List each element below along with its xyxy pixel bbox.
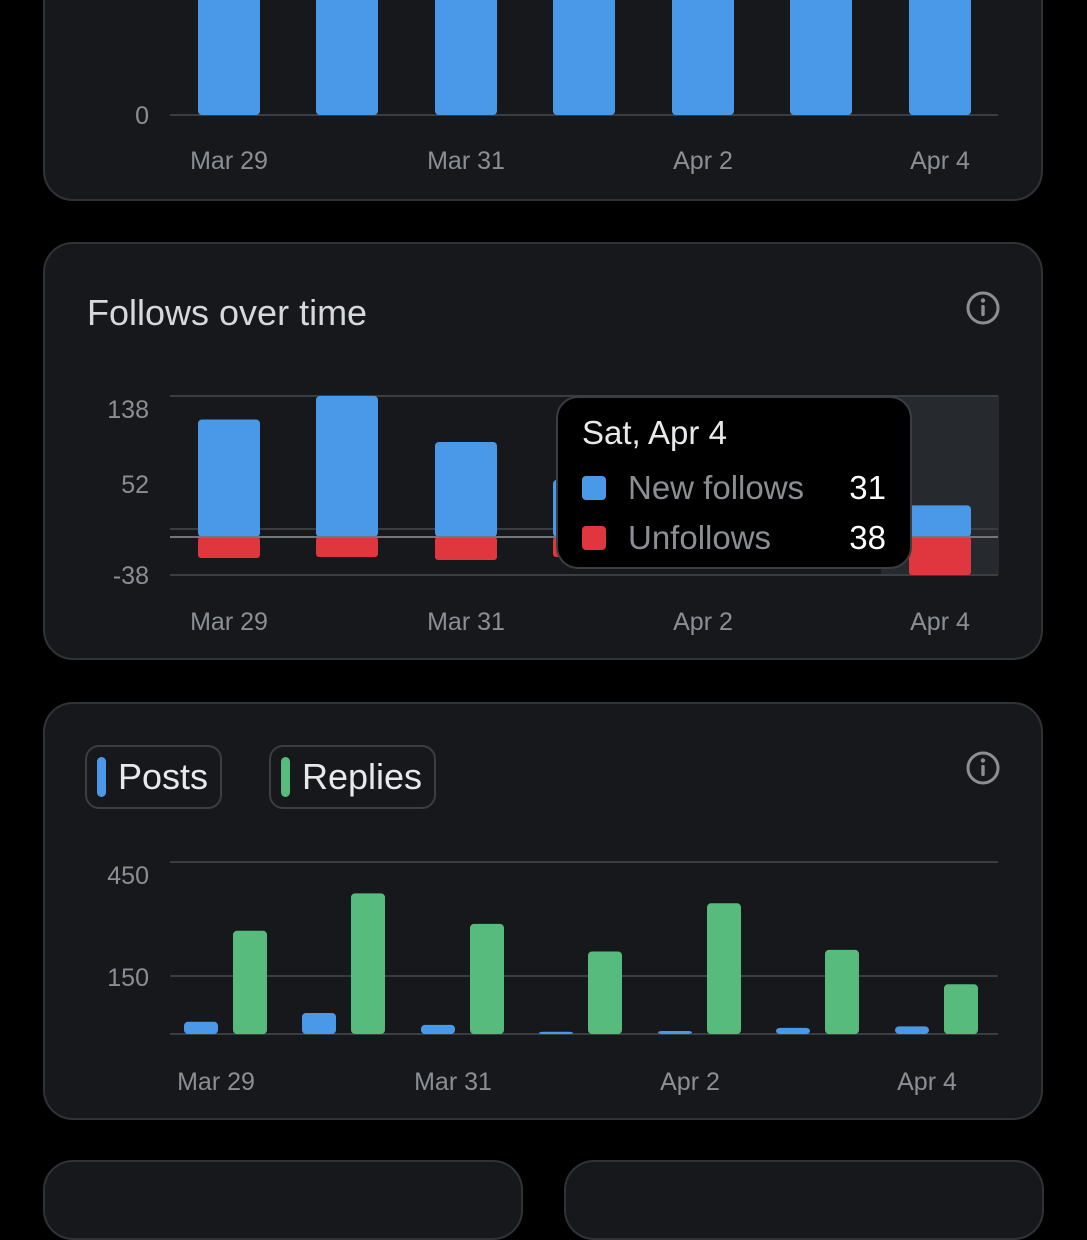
posts-bar xyxy=(302,1012,336,1034)
x-tick-label: Apr 4 xyxy=(910,147,970,175)
info-icon[interactable] xyxy=(965,750,1001,786)
unfollows-bar xyxy=(909,537,971,575)
legend-replies-toggle[interactable]: Replies xyxy=(269,745,437,809)
y-tick-label: -38 xyxy=(113,562,149,590)
replies-bar xyxy=(588,951,622,1034)
x-tick-label: Mar 29 xyxy=(177,1068,255,1096)
x-tick-label: Apr 2 xyxy=(660,1068,720,1096)
posts-bar xyxy=(184,1021,218,1034)
x-tick-label: Mar 31 xyxy=(414,1068,492,1096)
tooltip-swatch-blue xyxy=(582,476,606,500)
posts-replies-bar-chart: 450 150 Mar 29 Mar 31 Apr 2 Apr 4 xyxy=(107,861,998,1096)
bottom-left-card xyxy=(43,1160,523,1240)
y-tick-label: 150 xyxy=(107,964,149,992)
replies-bar xyxy=(707,903,741,1034)
posts-bar xyxy=(895,1026,929,1034)
posts-bar xyxy=(658,1030,692,1034)
x-tick-label: Mar 29 xyxy=(190,608,268,636)
impressions-card: 0 Mar 29 Mar 31 Apr 2 Apr 4 xyxy=(43,0,1043,201)
info-icon[interactable] xyxy=(965,290,1001,326)
legend-replies-label: Replies xyxy=(302,756,423,797)
tooltip-swatch-red xyxy=(582,526,606,550)
x-tick-label: Apr 4 xyxy=(910,608,970,636)
posts-replies-card: Posts Replies 450 150 Mar 29 Mar 31 Apr 2 Apr… xyxy=(43,702,1043,1120)
posts-bar xyxy=(539,1031,573,1034)
chart-tooltip: Sat, Apr 4 New follows 31 Unfollows 38 xyxy=(556,396,912,569)
new-follows-bar xyxy=(316,396,378,537)
follows-card-title: Follows over time xyxy=(87,292,368,333)
replies-bar xyxy=(470,923,504,1034)
tooltip-date: Sat, Apr 4 xyxy=(582,414,727,451)
tooltip-row-unfollows: Unfollows 38 xyxy=(582,518,886,558)
replies-bar xyxy=(233,930,267,1034)
new-follows-bar xyxy=(909,505,971,537)
bottom-right-card xyxy=(564,1160,1044,1240)
y-tick-label: 0 xyxy=(135,102,149,130)
replies-bar xyxy=(944,984,978,1034)
legend-posts-toggle[interactable]: Posts xyxy=(85,745,223,809)
tooltip-value: 38 xyxy=(849,519,886,556)
posts-legend-swatch xyxy=(97,757,106,797)
new-follows-bar xyxy=(198,419,260,537)
posts-bar xyxy=(776,1027,810,1034)
bar xyxy=(790,0,852,115)
tooltip-label: New follows xyxy=(628,469,805,506)
tooltip-row-new-follows: New follows 31 xyxy=(582,468,886,508)
y-tick-label: 138 xyxy=(107,396,149,424)
new-follows-bar xyxy=(435,441,497,537)
legend-posts-label: Posts xyxy=(118,756,209,797)
top-bar-chart: 0 Mar 29 Mar 31 Apr 2 Apr 4 xyxy=(135,0,998,175)
bar xyxy=(198,0,260,115)
x-tick-label: Apr 2 xyxy=(673,608,733,636)
replies-bar xyxy=(351,893,385,1034)
bar xyxy=(553,0,615,115)
bar xyxy=(316,0,378,115)
replies-bar xyxy=(825,949,859,1034)
replies-legend-swatch xyxy=(281,757,290,797)
unfollows-bar xyxy=(435,537,497,560)
x-tick-label: Apr 4 xyxy=(897,1068,957,1096)
y-tick-label: 450 xyxy=(107,862,149,890)
x-tick-label: Mar 31 xyxy=(427,147,505,175)
unfollows-bar xyxy=(198,537,260,558)
tooltip-label: Unfollows xyxy=(628,519,772,556)
bar xyxy=(672,0,734,115)
x-tick-label: Apr 2 xyxy=(673,147,733,175)
x-tick-label: Mar 29 xyxy=(190,147,268,175)
unfollows-bar xyxy=(316,537,378,557)
y-tick-label: 52 xyxy=(121,471,149,499)
posts-bar xyxy=(421,1024,455,1034)
bar xyxy=(909,0,971,115)
bar xyxy=(435,0,497,115)
x-tick-label: Mar 31 xyxy=(427,608,505,636)
tooltip-value: 31 xyxy=(849,469,886,506)
